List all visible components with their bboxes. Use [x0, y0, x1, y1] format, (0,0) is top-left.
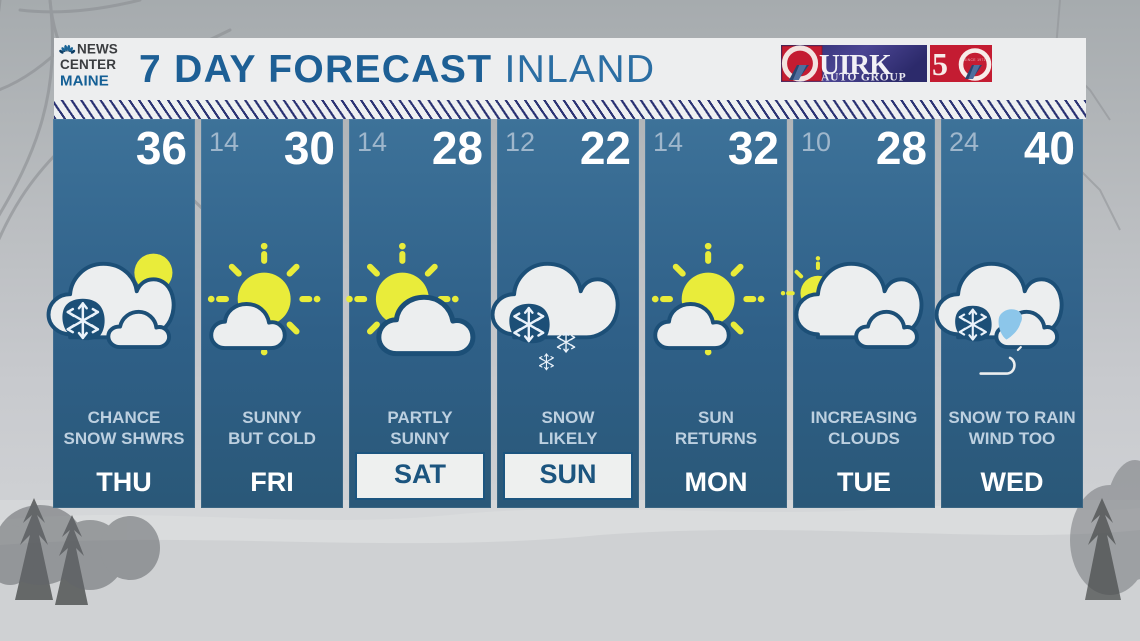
- svg-text:5: 5: [932, 46, 948, 82]
- svg-text:NEWS: NEWS: [77, 42, 118, 57]
- svg-text:CENTER: CENTER: [60, 57, 116, 72]
- svg-text:SINCE 1971: SINCE 1971: [964, 58, 986, 62]
- svg-text:MAINE: MAINE: [60, 73, 109, 90]
- svg-text:AUTO GROUP: AUTO GROUP: [821, 72, 906, 84]
